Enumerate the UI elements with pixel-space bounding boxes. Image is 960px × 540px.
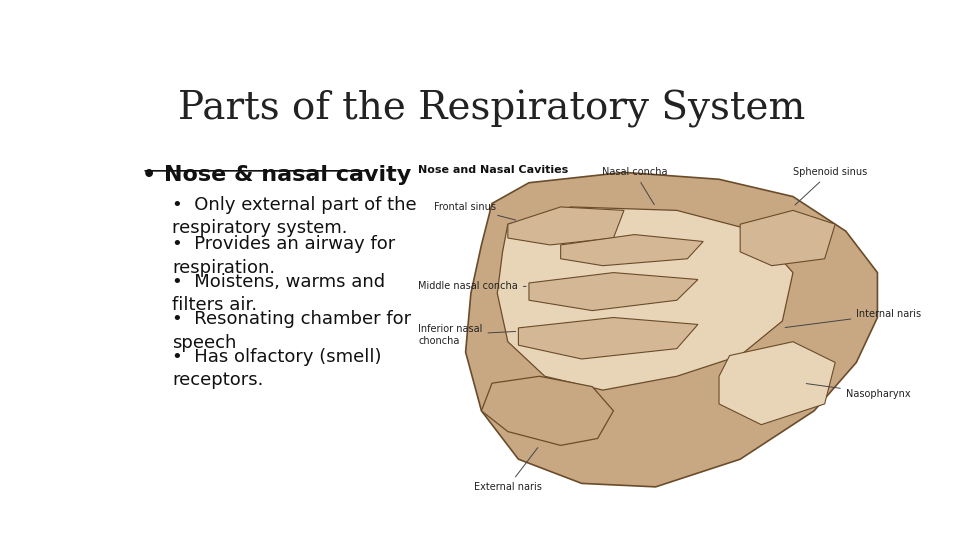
Text: • Nose & nasal cavity: • Nose & nasal cavity <box>142 165 412 185</box>
Text: •  Only external part of the
respiratory system.: • Only external part of the respiratory … <box>172 196 417 238</box>
Polygon shape <box>508 207 624 245</box>
Polygon shape <box>561 234 703 266</box>
Text: •  Provides an airway for
respiration.: • Provides an airway for respiration. <box>172 235 396 277</box>
Text: Inferior nasal
choncha: Inferior nasal choncha <box>419 324 516 346</box>
Text: Nose and Nasal Cavities: Nose and Nasal Cavities <box>419 165 568 176</box>
Text: Sphenoid sinus: Sphenoid sinus <box>793 167 867 205</box>
Text: External naris: External naris <box>474 448 541 492</box>
Polygon shape <box>518 318 698 359</box>
Text: •  Has olfactory (smell)
receptors.: • Has olfactory (smell) receptors. <box>172 348 381 389</box>
Text: Frontal sinus: Frontal sinus <box>434 202 516 220</box>
Polygon shape <box>497 207 793 390</box>
Polygon shape <box>466 172 877 487</box>
Polygon shape <box>740 211 835 266</box>
Text: •  Moistens, warms and
filters air.: • Moistens, warms and filters air. <box>172 273 385 314</box>
Polygon shape <box>481 376 613 446</box>
Text: Internal naris: Internal naris <box>785 309 922 328</box>
Text: Nasopharynx: Nasopharynx <box>806 383 910 399</box>
Text: Nasal concha: Nasal concha <box>602 167 667 205</box>
Polygon shape <box>719 342 835 424</box>
Text: Parts of the Respiratory System: Parts of the Respiratory System <box>179 90 805 128</box>
Text: •  Resonating chamber for
speech: • Resonating chamber for speech <box>172 310 411 352</box>
Polygon shape <box>529 273 698 310</box>
Text: Middle nasal concha: Middle nasal concha <box>419 281 526 292</box>
